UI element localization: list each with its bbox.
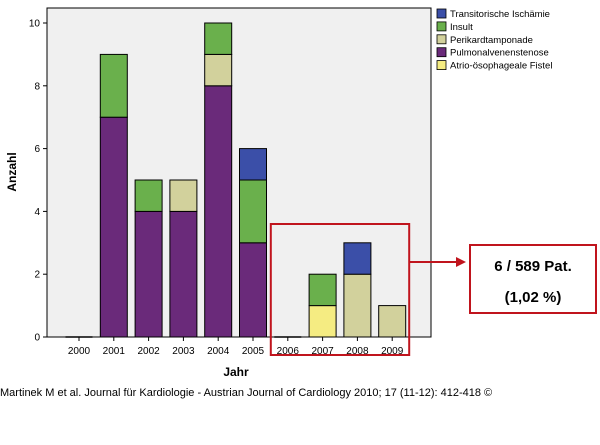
x-tick-label-2000: 2000	[68, 346, 91, 357]
x-tick-label-2002: 2002	[137, 346, 160, 357]
bar-segment-2004-insult	[204, 22, 233, 55]
x-tick-label-2003: 2003	[172, 346, 195, 357]
annotation-line-1: 6 / 589 Pat.	[494, 258, 572, 275]
x-tick-label-2009: 2009	[381, 346, 404, 357]
citation: Martinek M et al. Journal für Kardiologi…	[0, 387, 493, 399]
bar-segment-2004-pulmonalvenenstenose	[204, 85, 233, 338]
bar-segment-2004-perikardtamponade	[204, 53, 233, 87]
x-tick-label-2001: 2001	[103, 346, 126, 357]
x-tick-label-2008: 2008	[346, 346, 369, 357]
x-tick-label-2006: 2006	[277, 346, 300, 357]
legend-label-atrio-sophageale-fistel: Atrio-ösophageale Fistel	[450, 61, 552, 72]
legend-swatch-perikardtamponade	[436, 34, 447, 45]
bar-segment-2005-transitorische-isch-mie	[239, 148, 267, 181]
bar-segment-2005-pulmonalvenenstenose	[239, 242, 267, 338]
y-tick-label-0: 0	[34, 333, 40, 344]
y-tick-label-8: 8	[34, 81, 40, 92]
bar-segment-2007-insult	[308, 273, 337, 307]
x-tick-label-2007: 2007	[311, 346, 334, 357]
bar-segment-2003-perikardtamponade	[169, 179, 198, 212]
y-tick-label-2: 2	[34, 270, 40, 281]
x-axis: 2000 2001 2002 2003 2004 2005 2006 2007 2008 2009	[68, 337, 404, 357]
bars-layer	[65, 22, 407, 338]
bar-segment-2001-insult	[99, 53, 128, 118]
legend-label-insult: Insult	[450, 22, 473, 33]
legend-swatch-insult	[436, 21, 447, 32]
bar-segment-2007-atrio-sophageale-fistel	[308, 305, 337, 338]
x-tick-label-2005: 2005	[242, 346, 265, 357]
bar-segment-2008-transitorische-isch-mie	[343, 242, 372, 275]
y-tick-label-6: 6	[34, 144, 40, 155]
bar-segment-2005-insult	[239, 179, 267, 244]
bar-segment-2001-pulmonalvenenstenose	[99, 116, 128, 338]
y-axis: 0 2 4 6 8 10	[29, 19, 47, 344]
x-tick-label-2004: 2004	[207, 346, 230, 357]
legend-swatch-transitorische-isch-mie	[436, 8, 447, 19]
legend-label-pulmonalvenenstenose: Pulmonalvenenstenose	[450, 48, 549, 59]
bar-segment-2003-pulmonalvenenstenose	[169, 210, 198, 338]
annotation-line-2: (1,02 %)	[505, 289, 562, 306]
bar-segment-2008-perikardtamponade	[343, 273, 372, 338]
annotation-arrow-head	[456, 257, 466, 267]
y-tick-label-10: 10	[29, 19, 41, 30]
bar-segment-2002-insult	[134, 179, 163, 212]
y-tick-label-4: 4	[34, 207, 40, 218]
legend-swatch-atrio-sophageale-fistel	[436, 60, 447, 70]
bar-segment-2009-perikardtamponade	[378, 305, 407, 338]
y-axis-title: Anzahl	[5, 152, 19, 191]
legend-label-perikardtamponade: Perikardtamponade	[450, 35, 533, 46]
bar-segment-2002-pulmonalvenenstenose	[134, 210, 163, 338]
x-axis-title: Jahr	[223, 365, 249, 379]
highlight-box	[269, 223, 411, 356]
legend-label-transitorische-isch-mie: Transitorische Ischämie	[450, 9, 550, 20]
legend-swatch-pulmonalvenenstenose	[436, 47, 447, 58]
legend: Transitorische Ischämie Insult Perikardtam…	[436, 8, 552, 72]
annotation-box	[469, 244, 597, 314]
